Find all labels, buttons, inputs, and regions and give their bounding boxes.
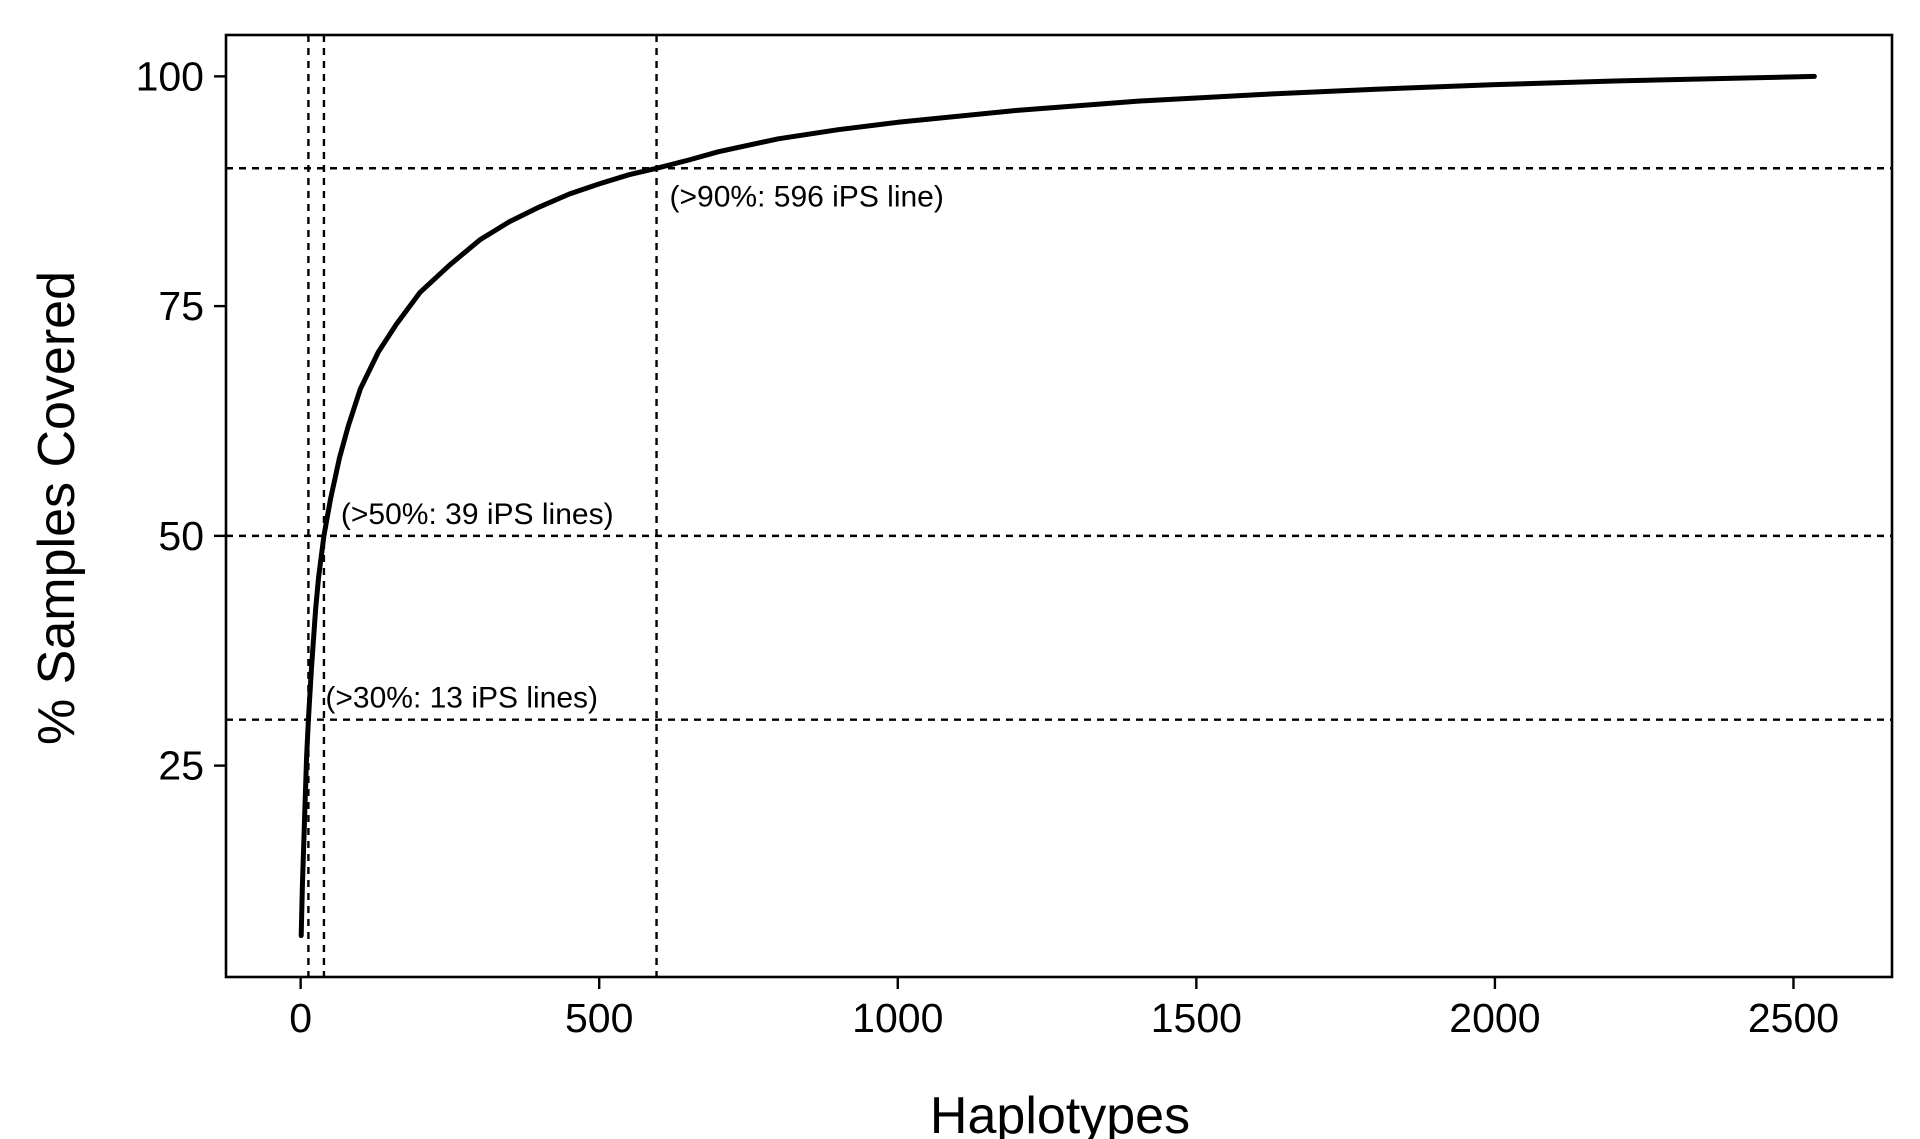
annotation-label-2: (>90%: 596 iPS line) xyxy=(670,180,944,213)
coverage-curve-0 xyxy=(298,73,1817,939)
x-tick-label-500: 500 xyxy=(565,995,633,1041)
x-tick-label-2000: 2000 xyxy=(1449,995,1540,1041)
x-tick-label-1500: 1500 xyxy=(1151,995,1242,1041)
x-tick-label-2500: 2500 xyxy=(1748,995,1839,1041)
x-tick-label-1000: 1000 xyxy=(852,995,943,1041)
x-axis: 0 500 1000 1500 2000 2500 xyxy=(289,977,1839,1041)
y-tick-label-75: 75 xyxy=(158,283,204,329)
x-axis-title: Haplotypes xyxy=(930,1087,1190,1139)
y-axis-title: % Samples Covered xyxy=(28,271,86,745)
y-axis: 25 50 75 100 xyxy=(136,53,226,789)
y-tick-label-50: 50 xyxy=(158,513,204,559)
plot-area: (>30%: 13 iPS lines) (>50%: 39 iPS lines)… xyxy=(224,33,1894,979)
annotation-label-1: (>50%: 39 iPS lines) xyxy=(341,498,614,531)
y-tick-label-25: 25 xyxy=(158,743,204,789)
y-tick-label-100: 100 xyxy=(136,53,204,99)
annotation-label-0: (>30%: 13 iPS lines) xyxy=(325,682,598,715)
x-tick-label-0: 0 xyxy=(289,995,312,1041)
plot-frame xyxy=(224,33,1894,979)
